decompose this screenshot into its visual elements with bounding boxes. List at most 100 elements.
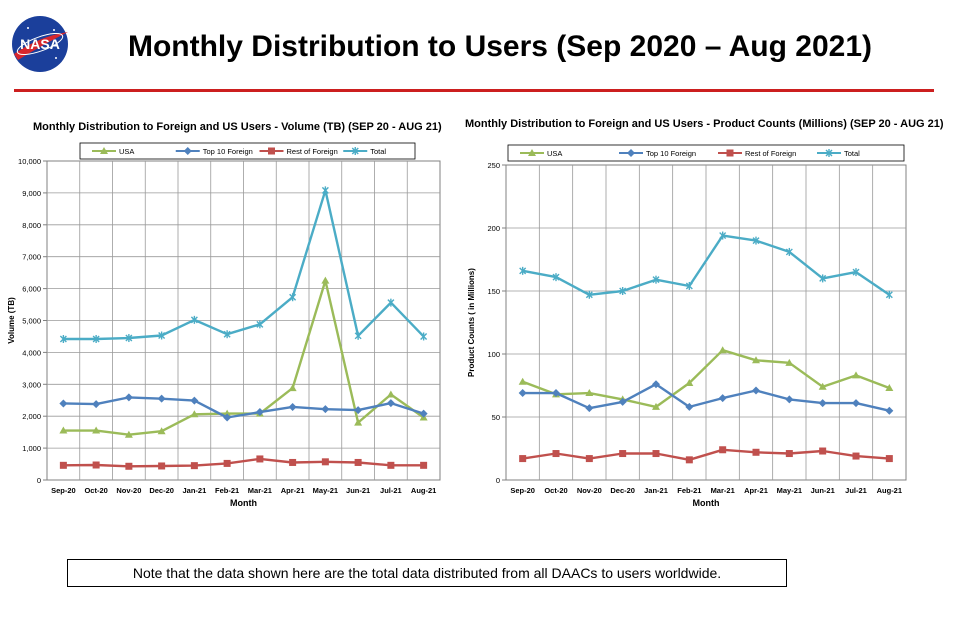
volume-point-rest <box>92 461 100 469</box>
volume-ytick-label: 4,000 <box>22 348 41 357</box>
counts-legend-marker-rest <box>726 149 734 157</box>
volume-point-top10 <box>157 394 166 403</box>
volume-legend-label-total: Total <box>370 147 386 156</box>
volume-ylabel: Volume (TB) <box>7 297 16 344</box>
volume-point-usa <box>223 409 232 417</box>
counts-point-top10 <box>552 389 560 398</box>
counts-point-top10 <box>818 399 827 408</box>
volume-xtick-label: Feb-21 <box>215 486 239 495</box>
volume-point-rest <box>223 459 231 467</box>
counts-point-total <box>519 266 527 275</box>
counts-point-rest <box>652 450 660 458</box>
counts-point-usa <box>885 384 894 392</box>
volume-xtick-label: Sep-20 <box>51 486 76 495</box>
counts-ytick-label: 100 <box>487 350 500 359</box>
volume-xtick-label: May-21 <box>313 486 338 495</box>
volume-point-top10 <box>190 396 199 405</box>
counts-point-total <box>852 268 860 277</box>
volume-point-total <box>289 293 297 302</box>
counts-legend-label-rest: Rest of Foreign <box>745 149 796 158</box>
volume-legend-marker-rest <box>268 147 275 155</box>
volume-point-usa <box>124 430 133 438</box>
volume-xtick-label: Dec-20 <box>149 486 174 495</box>
volume-legend-marker-usa <box>100 147 108 154</box>
counts-point-total <box>719 231 727 240</box>
volume-ytick-label: 8,000 <box>22 221 41 230</box>
volume-xtick-label: Jan-21 <box>182 486 206 495</box>
volume-point-top10 <box>288 402 297 411</box>
counts-point-top10 <box>852 399 860 408</box>
counts-ylabel: Product Counts ( in Millions) <box>467 268 476 377</box>
slide-title: Monthly Distribution to Users (Sep 2020 … <box>127 30 873 63</box>
counts-point-top10 <box>585 404 594 413</box>
volume-point-rest <box>59 461 67 469</box>
counts-point-usa <box>685 378 694 386</box>
counts-legend-label-total: Total <box>844 149 860 158</box>
volume-ytick-label: 1,000 <box>22 444 41 453</box>
volume-ytick-label: 7,000 <box>22 253 41 262</box>
volume-point-total <box>190 315 198 324</box>
volume-point-rest <box>256 455 264 463</box>
counts-point-usa <box>585 389 594 397</box>
counts-xtick-label: May-21 <box>777 486 802 495</box>
volume-point-usa <box>321 276 330 284</box>
volume-xtick-label: Nov-20 <box>116 486 141 495</box>
counts-point-rest <box>585 455 593 463</box>
volume-point-rest <box>125 462 133 470</box>
counts-xtick-label: Dec-20 <box>610 486 635 495</box>
counts-legend-marker-total <box>825 149 833 157</box>
volume-point-total <box>256 320 264 329</box>
counts-xtick-label: Apr-21 <box>744 486 768 495</box>
counts-series-line-usa <box>522 349 890 409</box>
counts-point-top10 <box>652 380 660 389</box>
counts-chart-title: Monthly Distribution to Foreign and US U… <box>465 118 944 130</box>
counts-legend-label-top10: Top 10 Foreign <box>646 149 696 158</box>
volume-point-total <box>158 331 166 340</box>
counts-point-total <box>652 275 660 284</box>
volume-point-total <box>387 298 395 307</box>
volume-point-top10 <box>321 405 330 414</box>
counts-point-rest <box>519 455 527 463</box>
volume-point-rest <box>387 461 395 469</box>
counts-xtick-label: Sep-20 <box>510 486 535 495</box>
counts-xtick-label: Mar-21 <box>711 486 735 495</box>
counts-ytick-label: 200 <box>487 224 500 233</box>
volume-point-total <box>59 335 67 344</box>
volume-point-rest <box>158 462 166 470</box>
volume-point-rest <box>354 458 362 466</box>
volume-point-rest <box>190 462 198 470</box>
counts-point-usa <box>785 358 794 366</box>
counts-point-total <box>619 287 627 295</box>
counts-legend-marker-top10 <box>627 149 635 157</box>
volume-point-top10 <box>419 409 428 418</box>
volume-point-top10 <box>59 399 68 408</box>
counts-point-top10 <box>685 402 694 411</box>
counts-legend-label-usa: USA <box>547 149 562 158</box>
nasa-logo: NASA <box>12 16 68 72</box>
volume-point-usa <box>386 390 395 398</box>
volume-xlabel: Month <box>230 498 257 508</box>
nasa-logo-text: NASA <box>20 36 60 52</box>
counts-point-total <box>885 290 893 299</box>
counts-point-top10 <box>518 389 527 398</box>
volume-xtick-label: Aug-21 <box>411 486 436 495</box>
volume-point-rest <box>420 461 428 469</box>
volume-point-usa <box>288 384 297 392</box>
counts-xtick-label: Jan-21 <box>644 486 668 495</box>
volume-point-total <box>420 332 428 341</box>
counts-point-total <box>819 274 827 283</box>
volume-series-line-top10 <box>63 396 424 419</box>
counts-point-rest <box>785 450 793 458</box>
volume-xtick-label: Jun-21 <box>346 486 370 495</box>
counts-point-total <box>752 236 760 245</box>
counts-xtick-label: Jul-21 <box>845 486 867 495</box>
volume-legend-label-top10: Top 10 Foreign <box>203 147 253 156</box>
volume-point-top10 <box>354 406 363 415</box>
counts-point-top10 <box>618 397 627 406</box>
volume-xtick-label: Jul-21 <box>380 486 402 495</box>
counts-ytick-label: 250 <box>487 161 500 170</box>
volume-xtick-label: Oct-20 <box>84 486 107 495</box>
volume-point-rest <box>321 458 329 466</box>
